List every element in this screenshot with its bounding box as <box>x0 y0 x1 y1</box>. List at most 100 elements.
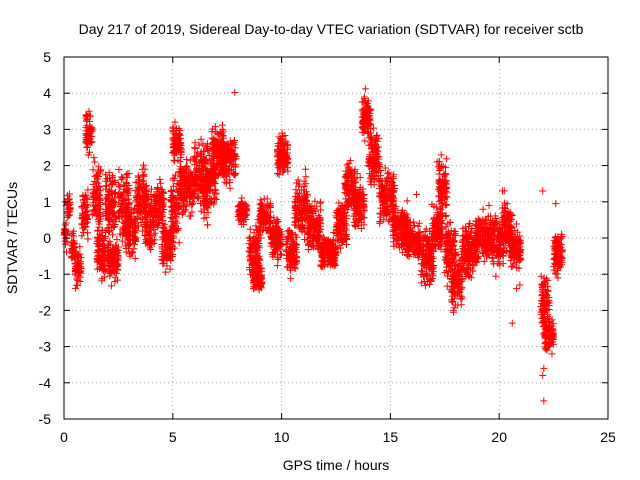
data-point <box>94 186 102 194</box>
data-point <box>91 173 99 181</box>
data-point <box>119 196 127 204</box>
data-point <box>126 213 134 221</box>
data-point <box>115 213 123 221</box>
data-point <box>100 273 108 281</box>
data-point <box>104 197 112 205</box>
data-point <box>81 201 89 209</box>
data-point <box>80 228 88 236</box>
data-point <box>107 282 115 290</box>
data-point <box>102 171 110 179</box>
data-point <box>166 265 174 273</box>
data-point <box>403 197 411 205</box>
data-point <box>127 240 135 248</box>
data-point <box>153 213 161 221</box>
data-point <box>106 227 114 235</box>
data-point <box>82 111 90 119</box>
data-point <box>102 199 110 207</box>
data-point <box>71 269 79 277</box>
data-point <box>155 204 163 212</box>
data-point <box>147 245 155 253</box>
data-point <box>95 208 103 216</box>
data-point <box>115 181 123 189</box>
data-point <box>125 236 133 244</box>
data-point <box>124 192 132 200</box>
data-point <box>96 217 104 225</box>
data-point <box>479 205 487 213</box>
data-point <box>71 239 79 247</box>
data-point <box>77 264 85 272</box>
data-point <box>91 192 99 200</box>
data-point <box>124 219 132 227</box>
data-point <box>123 204 131 212</box>
data-point <box>109 209 117 217</box>
data-point <box>159 202 167 210</box>
data-point <box>85 148 93 156</box>
data-point <box>128 218 136 226</box>
data-point <box>90 207 98 215</box>
data-point <box>284 167 292 175</box>
data-point <box>122 178 130 186</box>
data-point <box>68 231 76 239</box>
data-point <box>86 118 94 126</box>
data-point <box>148 238 156 246</box>
data-point <box>204 221 212 229</box>
data-point <box>120 182 128 190</box>
data-point <box>141 200 149 208</box>
data-point <box>109 202 117 210</box>
data-point <box>118 191 126 199</box>
data-point <box>246 225 254 233</box>
data-point <box>136 208 144 216</box>
data-point <box>186 212 194 220</box>
data-point <box>100 236 108 244</box>
data-point <box>76 243 84 251</box>
data-point <box>109 215 117 223</box>
data-point <box>147 185 155 193</box>
data-point <box>64 192 72 200</box>
data-point <box>159 217 167 225</box>
data-point <box>84 215 92 223</box>
data-point <box>133 222 141 230</box>
data-point <box>115 193 123 201</box>
data-point <box>107 249 115 257</box>
data-point <box>136 199 144 207</box>
data-point <box>123 226 131 234</box>
data-point <box>126 249 134 257</box>
data-point <box>125 185 133 193</box>
data-point <box>95 191 103 199</box>
data-point <box>97 232 105 240</box>
data-point <box>108 257 116 265</box>
data-point <box>273 262 281 270</box>
data-point <box>115 166 123 174</box>
data-point <box>104 215 112 223</box>
data-point <box>108 189 116 197</box>
data-point <box>129 236 137 244</box>
data-point <box>131 254 139 262</box>
data-point <box>154 185 162 193</box>
data-point <box>142 213 150 221</box>
data-point <box>140 161 148 169</box>
data-point <box>108 231 116 239</box>
data-point <box>129 249 137 257</box>
data-point <box>116 207 124 215</box>
data-point <box>66 204 74 212</box>
data-point <box>98 227 106 235</box>
data-point <box>72 281 80 289</box>
data-point <box>176 127 184 135</box>
data-point <box>140 171 148 179</box>
data-point <box>90 154 98 162</box>
data-point <box>154 221 162 229</box>
data-point <box>95 196 103 204</box>
data-point <box>111 250 119 258</box>
data-point <box>104 242 112 250</box>
data-point <box>113 236 121 244</box>
data-point <box>257 196 265 204</box>
data-point <box>100 245 108 253</box>
data-point <box>105 207 113 215</box>
data-point <box>71 247 79 255</box>
data-point <box>111 221 119 229</box>
data-point <box>82 223 90 231</box>
data-point <box>145 209 153 217</box>
data-point <box>119 206 127 214</box>
data-point <box>75 253 83 261</box>
data-point <box>103 201 111 209</box>
